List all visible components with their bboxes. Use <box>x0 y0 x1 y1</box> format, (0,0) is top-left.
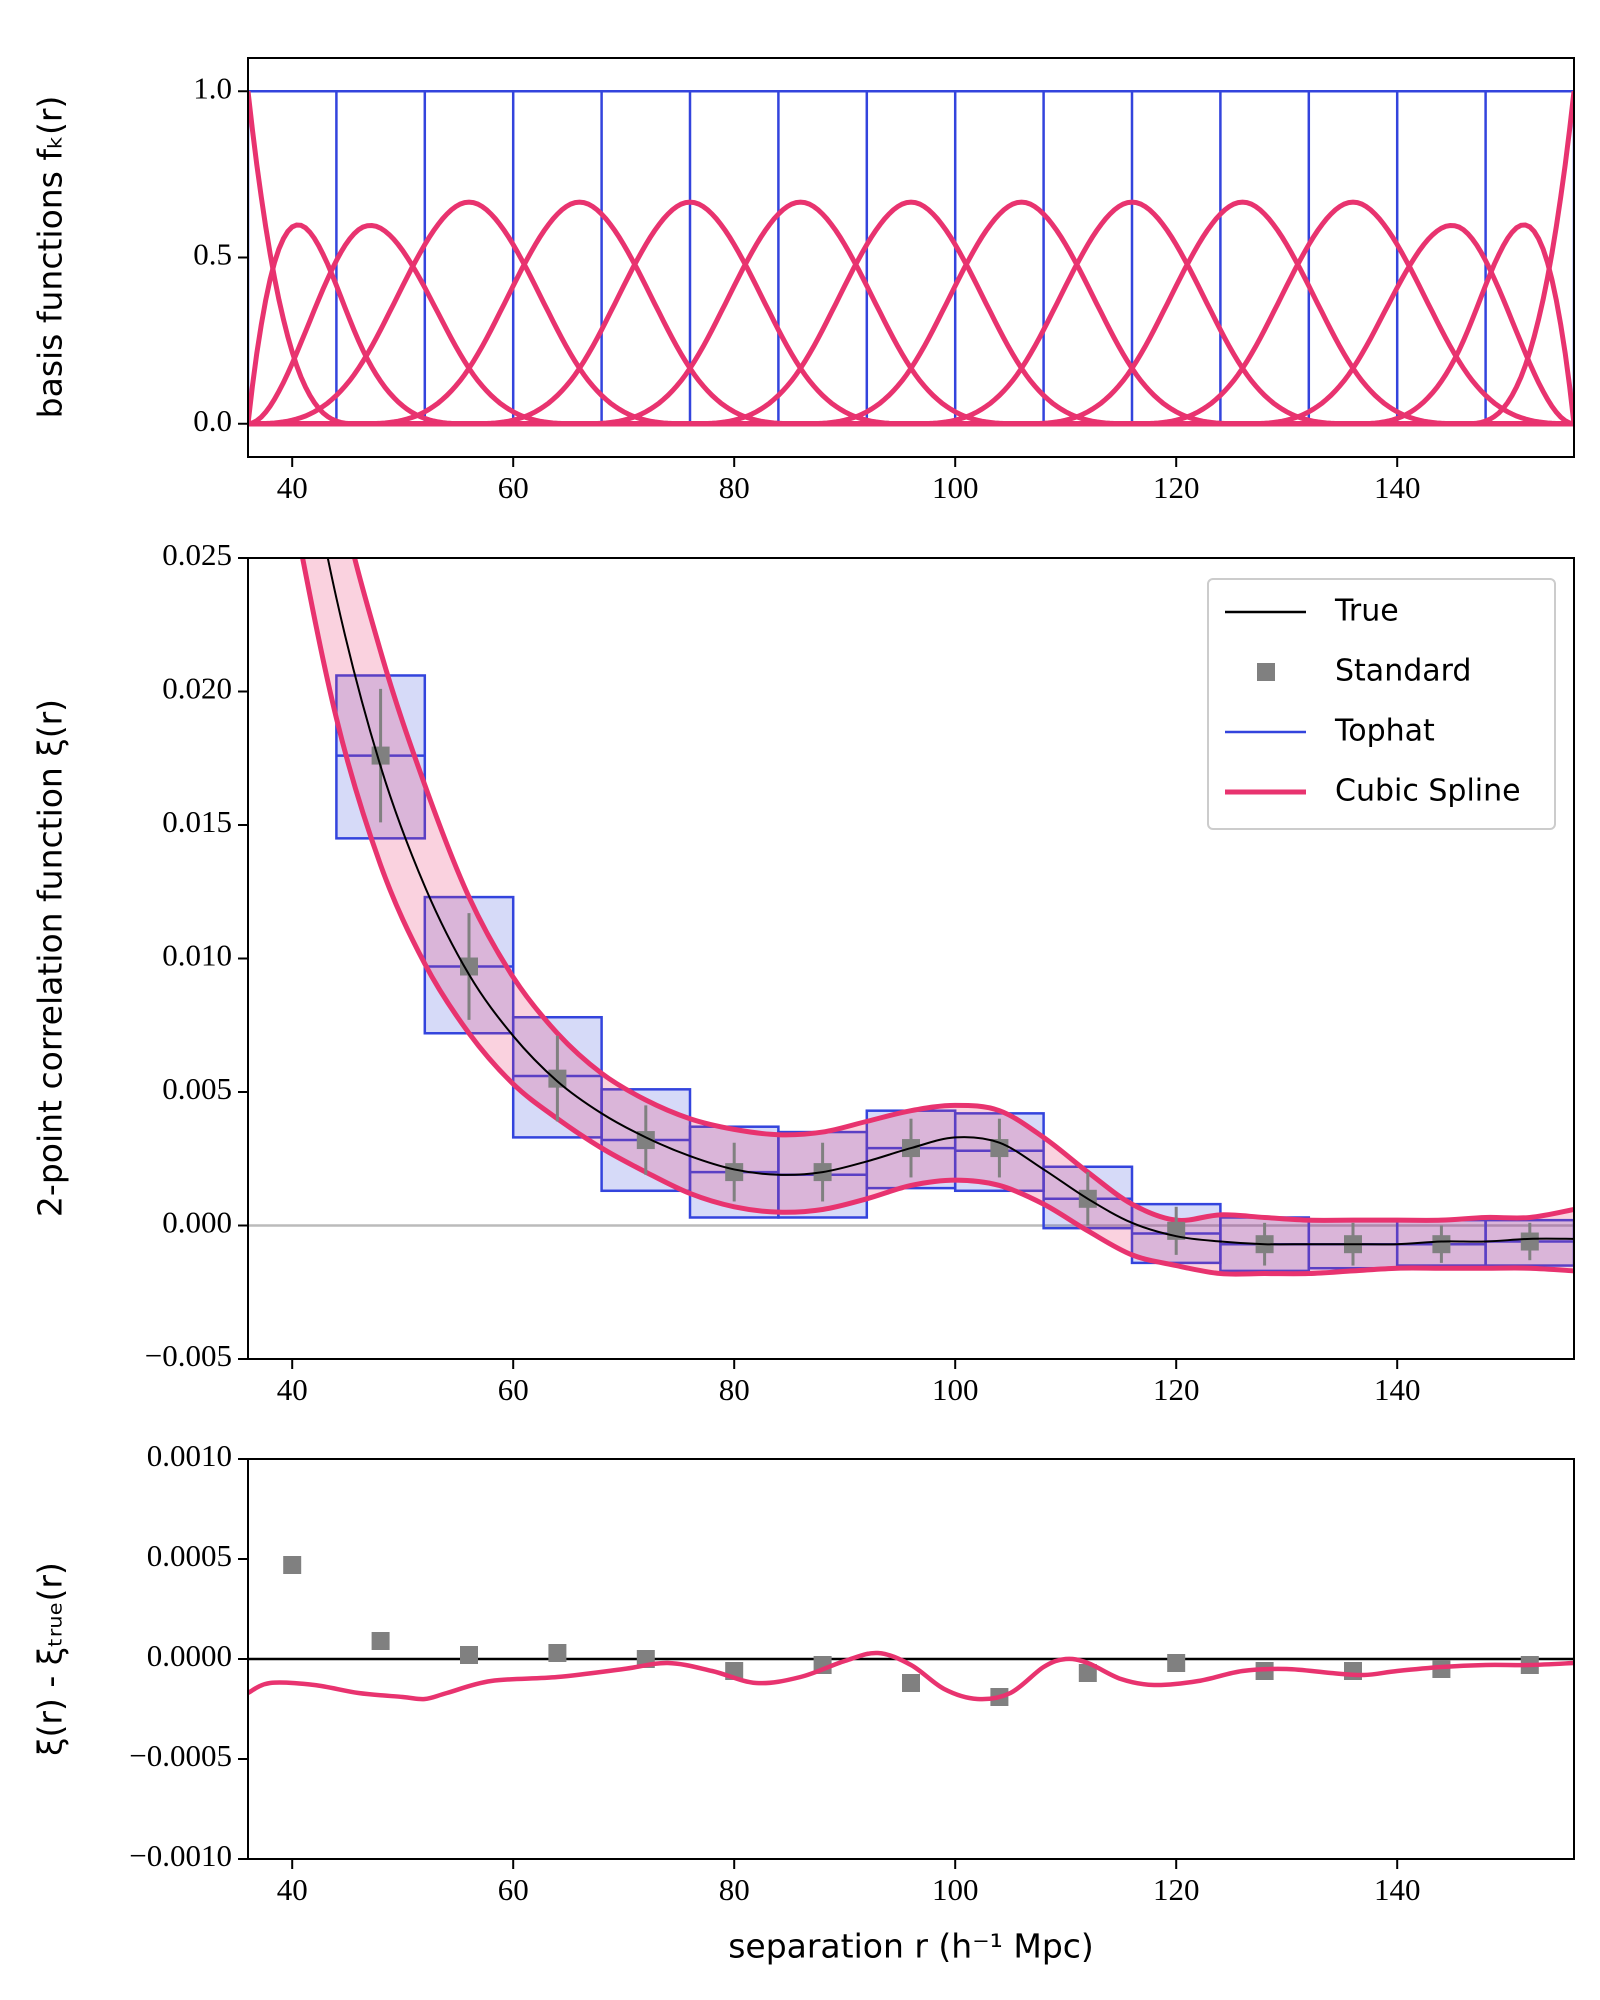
spline-basis <box>248 199 1574 427</box>
plot-area <box>248 90 1574 427</box>
curve <box>248 1650 1574 1702</box>
y-tick-label: 0.0000 <box>147 1638 232 1673</box>
x-tick-label: 40 <box>277 1372 308 1407</box>
spline-basis <box>248 91 1574 427</box>
x-tick-label: 140 <box>1374 470 1421 505</box>
legend-label: Standard <box>1335 654 1471 689</box>
x-tick-label: 100 <box>932 470 979 505</box>
y-axis-label: basis functions fₖ(r) <box>31 96 70 419</box>
point <box>1520 1232 1539 1251</box>
plot-area <box>248 558 1574 1277</box>
legend-label: True <box>1334 594 1399 629</box>
spline-basis <box>248 91 1574 427</box>
x-tick-label: 80 <box>719 1372 750 1407</box>
y-tick-label: −0.005 <box>145 1338 232 1373</box>
x-tick-label: 120 <box>1153 1872 1200 1907</box>
y-axis-label: 2-point correlation function ξ(r) <box>31 699 70 1217</box>
legend-label: Tophat <box>1334 714 1435 749</box>
x-tick-label: 120 <box>1153 470 1200 505</box>
spline-upper <box>352 558 1574 1223</box>
y-tick-label: 0.5 <box>193 237 232 272</box>
x-tick-label: 140 <box>1374 1872 1421 1907</box>
x-tick-label: 60 <box>498 1872 529 1907</box>
x-tick-label: 60 <box>498 470 529 505</box>
curve <box>326 558 1574 1246</box>
spline-basis <box>248 199 1574 427</box>
x-tick-label: 100 <box>932 1872 979 1907</box>
spline-basis <box>248 199 1574 427</box>
y-tick-label: 0.020 <box>162 671 232 706</box>
y-tick-label: 0.0005 <box>147 1538 232 1573</box>
point <box>1344 1662 1362 1680</box>
x-tick-label: 100 <box>932 1372 979 1407</box>
legend-label: Cubic Spline <box>1335 774 1521 809</box>
x-tick-label: 40 <box>277 1872 308 1907</box>
y-tick-label: 1.0 <box>193 70 232 105</box>
point <box>371 1632 390 1650</box>
y-tick-label: 0.000 <box>162 1205 232 1240</box>
point <box>283 1556 302 1574</box>
point <box>548 1644 567 1662</box>
point <box>1432 1235 1451 1254</box>
x-axis-label: separation r (h⁻¹ Mpc) <box>728 1927 1094 1966</box>
point <box>1078 1664 1097 1682</box>
plot-area <box>248 1556 1574 1706</box>
x-tick-label: 80 <box>719 470 750 505</box>
point <box>725 1163 744 1182</box>
y-tick-label: 0.0 <box>193 403 232 438</box>
spline-band <box>302 558 1574 1275</box>
point <box>460 957 478 976</box>
y-tick-label: −0.0005 <box>129 1738 232 1773</box>
point <box>1167 1654 1186 1672</box>
legend-box <box>1207 578 1556 830</box>
point <box>902 1674 920 1692</box>
spline-basis <box>248 199 1574 427</box>
spline-basis <box>248 199 1574 427</box>
point <box>371 746 390 765</box>
x-tick-label: 140 <box>1374 1372 1421 1407</box>
y-tick-label: 0.010 <box>162 938 232 973</box>
spline-basis <box>248 199 1574 427</box>
spline-basis <box>248 199 1574 427</box>
y-tick-label: 0.0010 <box>147 1438 232 1473</box>
y-tick-label: 0.005 <box>162 1071 232 1106</box>
x-tick-label: 60 <box>498 1372 529 1407</box>
spline-lower <box>300 558 1574 1277</box>
spline-basis <box>248 199 1574 427</box>
x-tick-label: 40 <box>277 470 308 505</box>
y-axis-label: ξ(r) - ξₜᵣᵤₑ(r) <box>31 1562 70 1756</box>
x-tick-label: 120 <box>1153 1372 1200 1407</box>
y-tick-label: −0.0010 <box>129 1838 232 1873</box>
point <box>548 1069 567 1088</box>
y-tick-label: 0.025 <box>162 537 232 572</box>
x-tick-label: 80 <box>719 1872 750 1907</box>
spline-basis <box>248 199 1574 427</box>
legend-marker <box>1257 663 1275 681</box>
y-tick-label: 0.015 <box>162 804 232 839</box>
point <box>460 1646 478 1664</box>
